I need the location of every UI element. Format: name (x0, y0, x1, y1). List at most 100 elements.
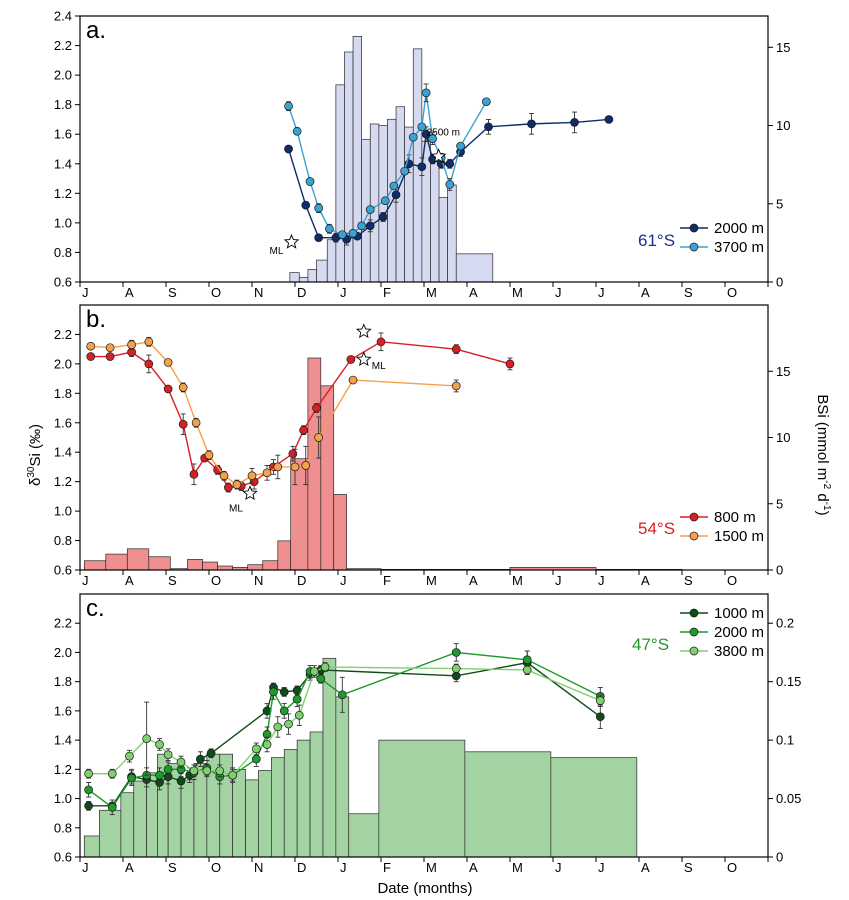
y-tick-label-left: 0.6 (54, 275, 72, 290)
month-label: D (297, 573, 306, 588)
y-tick-label-right: 5 (776, 496, 783, 511)
data-point (228, 770, 237, 780)
y-tick-label-right: 0 (776, 563, 783, 578)
month-label: F (383, 285, 391, 300)
data-point (417, 122, 427, 132)
bsi-bar (83, 835, 100, 858)
data-point (163, 358, 173, 367)
bsi-bar (262, 560, 279, 571)
legend-entry: 800 m (714, 509, 756, 526)
data-point (451, 381, 461, 391)
y-tick-label-right: 0 (776, 275, 783, 290)
y-tick-label-right: 0.05 (776, 791, 801, 806)
site-label: 54°S (638, 519, 675, 538)
data-point (273, 462, 283, 472)
y-axis-label-right: BSi (mmol m-2 d-1) (814, 394, 832, 515)
y-axis-label-left: δ30Si (‰) (26, 424, 44, 486)
data-point (365, 205, 375, 214)
data-point (316, 674, 326, 684)
y-tick-label-right: 15 (776, 40, 790, 55)
data-point (262, 740, 272, 749)
bsi-bar (258, 770, 272, 858)
bsi-bar (148, 556, 171, 571)
data-point (456, 141, 465, 151)
data-point (445, 180, 455, 189)
bsi-bar (277, 540, 292, 571)
month-label: A (125, 860, 134, 875)
bsi-bar (404, 126, 414, 283)
bsi-bar (352, 35, 362, 283)
ml-label: ML (229, 503, 243, 514)
data-point (284, 144, 293, 154)
data-point (292, 126, 302, 136)
y-tick-label-right: 0 (776, 850, 783, 865)
bsi-bar (333, 494, 347, 571)
data-point (84, 769, 93, 779)
data-point (105, 352, 115, 361)
legend-entry: 2000 m (714, 624, 764, 641)
month-label: O (727, 573, 737, 588)
month-label: D (297, 860, 306, 875)
data-point (176, 776, 186, 786)
y-tick-label-left: 0.8 (54, 533, 72, 548)
bsi-bar (447, 184, 457, 283)
data-point (380, 196, 390, 206)
data-point (284, 101, 293, 111)
month-label: O (727, 285, 737, 300)
month-label: J (340, 860, 347, 875)
data-point (206, 748, 216, 758)
data-point (389, 181, 399, 191)
data-point (595, 712, 605, 722)
month-label: M (426, 285, 437, 300)
bsi-bar (105, 553, 128, 571)
data-point (224, 483, 233, 492)
y-tick-label-right: 0.15 (776, 674, 801, 689)
month-label: S (684, 573, 693, 588)
data-point (346, 355, 356, 364)
data-point (314, 233, 323, 243)
data-point (451, 664, 461, 673)
y-tick-label-left: 2.2 (54, 327, 72, 342)
y-tick-label-left: 0.8 (54, 820, 72, 835)
month-label: J (82, 860, 89, 875)
data-point (378, 212, 388, 222)
y-tick-label-left: 1.0 (54, 791, 72, 806)
y-tick-label-left: 2.0 (54, 645, 72, 660)
mixed-layer-star (242, 485, 258, 501)
y-tick-label-left: 1.0 (54, 215, 72, 230)
data-point (251, 744, 261, 754)
data-point (105, 343, 115, 353)
data-point (482, 97, 491, 107)
legend-marker (689, 531, 699, 541)
bsi-bar (344, 51, 354, 283)
y-tick-label-left: 1.8 (54, 97, 72, 112)
data-point (127, 340, 136, 350)
data-point (376, 337, 386, 347)
bsi-bar (296, 739, 311, 858)
bsi-bar (378, 739, 466, 858)
data-point (163, 750, 173, 760)
month-label: S (168, 285, 177, 300)
data-point (348, 375, 358, 385)
data-point (191, 418, 201, 428)
data-point (391, 190, 401, 200)
month-label: A (641, 285, 650, 300)
bsi-bar (133, 780, 147, 858)
bsi-bar (98, 809, 122, 858)
y-tick-label-left: 1.2 (54, 762, 72, 777)
month-label: D (297, 285, 306, 300)
data-point (301, 200, 311, 210)
y-tick-label-left: 1.0 (54, 504, 72, 519)
data-point (163, 384, 173, 394)
data-point (155, 740, 164, 749)
month-label: M (426, 573, 437, 588)
data-point (189, 766, 199, 776)
bsi-bar (298, 276, 309, 283)
legend-entry: 3700 m (714, 239, 764, 256)
month-label: A (469, 285, 478, 300)
y-tick-label-left: 2.4 (54, 9, 72, 24)
data-point (421, 129, 431, 139)
bsi-bar (335, 84, 345, 283)
bsi-bar (245, 779, 259, 858)
